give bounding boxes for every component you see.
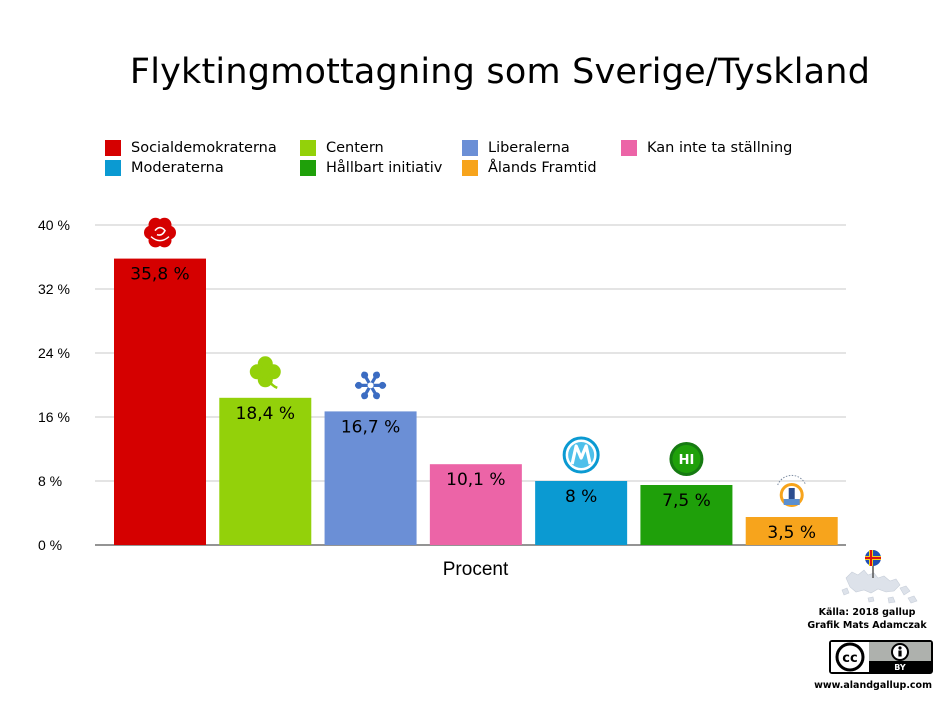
y-tick-label: 8 % <box>38 473 62 489</box>
rose-icon <box>144 217 176 248</box>
legend-swatch <box>300 160 316 176</box>
cc-by-icon: cc BY <box>831 642 931 672</box>
clover-icon <box>249 356 281 389</box>
bar <box>640 485 733 545</box>
legend-label: Hållbart initiativ <box>326 160 443 176</box>
legend-swatch <box>462 160 478 176</box>
y-tick-label: 40 % <box>38 217 70 233</box>
bar-value-label: 7,5 % <box>662 491 711 511</box>
legend-item: Hållbart initiativ <box>300 158 442 178</box>
legend-label: Liberalerna <box>488 140 570 156</box>
cc-text: cc <box>842 651 857 666</box>
x-axis-label: Procent <box>443 559 509 580</box>
chart-title: Flyktingmottagning som Sverige/Tyskland <box>129 52 871 92</box>
y-tick-label: 32 % <box>38 281 70 297</box>
legend-label: Socialdemokraterna <box>131 140 277 156</box>
bar-value-label: 35,8 % <box>130 265 189 285</box>
bar-value-label: 8 % <box>565 487 597 507</box>
author-credit: Grafik Mats Adamczak <box>807 620 927 631</box>
legend-item: Centern <box>300 138 384 158</box>
by-text: BY <box>894 663 906 672</box>
legend-item: Liberalerna <box>462 138 570 158</box>
source-credit: Källa: 2018 gallup <box>818 607 916 618</box>
legend-swatch <box>105 140 121 156</box>
legend-swatch <box>621 140 637 156</box>
bar <box>745 517 838 545</box>
credits: Källa: 2018 gallup Grafik Mats Adamczak <box>802 606 932 632</box>
legend-swatch <box>462 140 478 156</box>
legend-label: Centern <box>326 140 384 156</box>
legend-label: Moderaterna <box>131 160 224 176</box>
m-logo-icon <box>562 436 600 474</box>
cc-by-badge: cc BY <box>829 640 933 674</box>
hi-logo-icon: HI <box>669 442 704 476</box>
bar-value-label: 18,4 % <box>236 404 295 424</box>
snowflake-icon <box>354 371 387 400</box>
bar <box>429 464 522 545</box>
bar-value-label: 3,5 % <box>767 523 816 543</box>
bar <box>114 258 206 545</box>
bar-value-label: 10,1 % <box>446 470 505 490</box>
legend-swatch <box>300 140 316 156</box>
y-tick-label: 16 % <box>38 409 70 425</box>
legend-label: Ålands Framtid <box>488 160 597 176</box>
bar <box>324 411 417 545</box>
legend-swatch <box>105 160 121 176</box>
bar <box>535 481 628 545</box>
legend-label: Kan inte ta ställning <box>647 140 793 156</box>
legend-item: Ålands Framtid <box>462 158 597 178</box>
legend-item: Kan inte ta ställning <box>621 138 792 158</box>
legend-item: Moderaterna <box>105 158 224 178</box>
website-link[interactable]: www.alandgallup.com <box>814 680 932 691</box>
y-tick-label: 24 % <box>38 345 70 361</box>
bar-value-label: 16,7 % <box>341 417 400 437</box>
bar <box>219 397 312 545</box>
aland-map-icon <box>841 550 918 604</box>
alands-framtid-logo-icon <box>777 474 807 507</box>
y-tick-label: 0 % <box>38 537 62 553</box>
hi-logo-text: HI <box>679 453 695 468</box>
legend-item: Socialdemokraterna <box>105 138 277 158</box>
